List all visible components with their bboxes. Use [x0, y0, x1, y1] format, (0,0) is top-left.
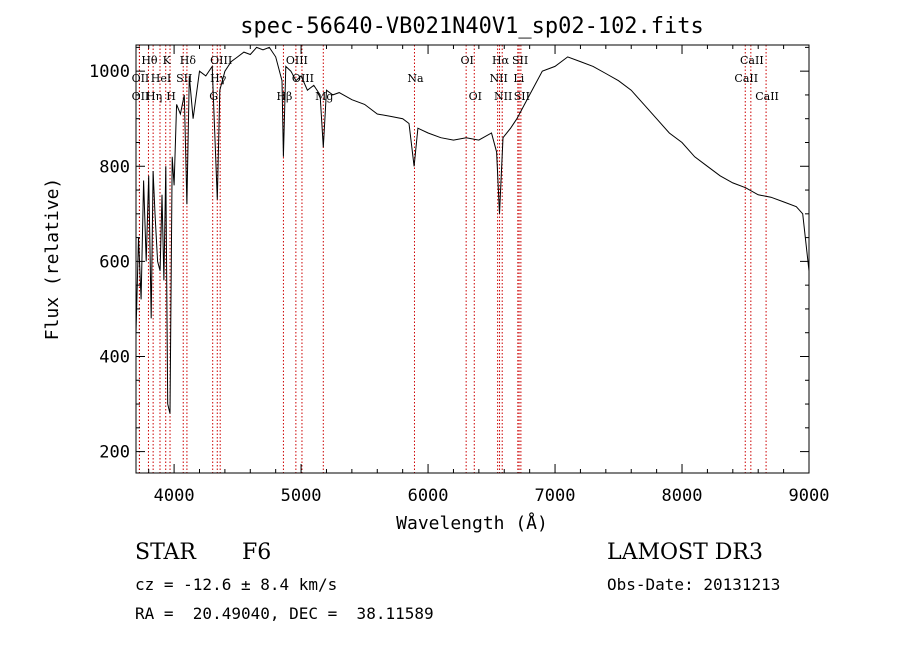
marker-label: CaII — [740, 54, 764, 67]
marker-label: OI — [460, 54, 473, 67]
marker-label: SII — [512, 54, 528, 67]
marker-label: SII — [176, 72, 192, 85]
y-tick-label: 1000 — [89, 62, 130, 82]
marker-label: Hη — [146, 90, 162, 103]
marker-label: SII — [514, 90, 530, 103]
observation-date: Obs-Date: 20131213 — [607, 575, 781, 594]
marker-label: NII — [489, 72, 507, 85]
marker-label: CaII — [755, 90, 779, 103]
y-axis-label: Flux (relative) — [42, 178, 63, 341]
marker-label: K — [163, 54, 172, 67]
redshift-velocity: cz = -12.6 ± 8.4 km/s — [135, 575, 338, 594]
y-tick-label: 400 — [99, 347, 130, 367]
marker-label: OII — [132, 72, 150, 85]
marker-label: H — [166, 90, 176, 103]
x-tick-label: 4000 — [154, 486, 195, 506]
y-tick-label: 600 — [99, 252, 130, 272]
y-tick-label: 200 — [99, 443, 130, 463]
marker-label: Hδ — [180, 54, 197, 67]
marker-label: Li — [513, 72, 524, 85]
marker-label: Na — [407, 72, 424, 85]
ra-dec: RA = 20.49040, DEC = 38.11589 — [135, 604, 434, 623]
marker-label: Hβ — [276, 90, 292, 103]
line-markers — [138, 45, 767, 473]
x-tick-label: 8000 — [662, 486, 703, 506]
marker-label: OI — [469, 90, 482, 103]
marker-label: Hγ — [210, 72, 227, 85]
x-tick-label: 6000 — [408, 486, 449, 506]
object-class: STAR — [135, 540, 196, 565]
marker-label: Hα — [492, 54, 510, 67]
marker-label: OIII — [210, 54, 232, 67]
marker-label: HeI — [151, 72, 171, 85]
object-subclass: F6 — [242, 540, 272, 565]
spectrum-line — [135, 46, 810, 414]
marker-label: NII — [494, 90, 512, 103]
marker-label: OIII — [286, 54, 308, 67]
survey-name: LAMOST DR3 — [607, 540, 763, 565]
marker-label: CaII — [734, 72, 758, 85]
marker-label: Hθ — [141, 54, 158, 67]
x-tick-label: 7000 — [535, 486, 576, 506]
x-tick-label: 9000 — [789, 486, 830, 506]
marker-label: Mg — [315, 90, 333, 103]
x-axis-label: Wavelength (Å) — [396, 512, 548, 534]
x-tick-label: 5000 — [281, 486, 322, 506]
y-tick-label: 800 — [99, 157, 130, 177]
marker-label: OIII — [292, 72, 314, 85]
x-axis: 4000 5000 6000 7000 8000 9000 — [148, 45, 830, 506]
plot-frame — [135, 44, 810, 474]
y-axis: 200 400 600 800 1000 — [89, 46, 809, 463]
chart-title: spec-56640-VB021N40V1_sp02-102.fits — [240, 14, 704, 39]
